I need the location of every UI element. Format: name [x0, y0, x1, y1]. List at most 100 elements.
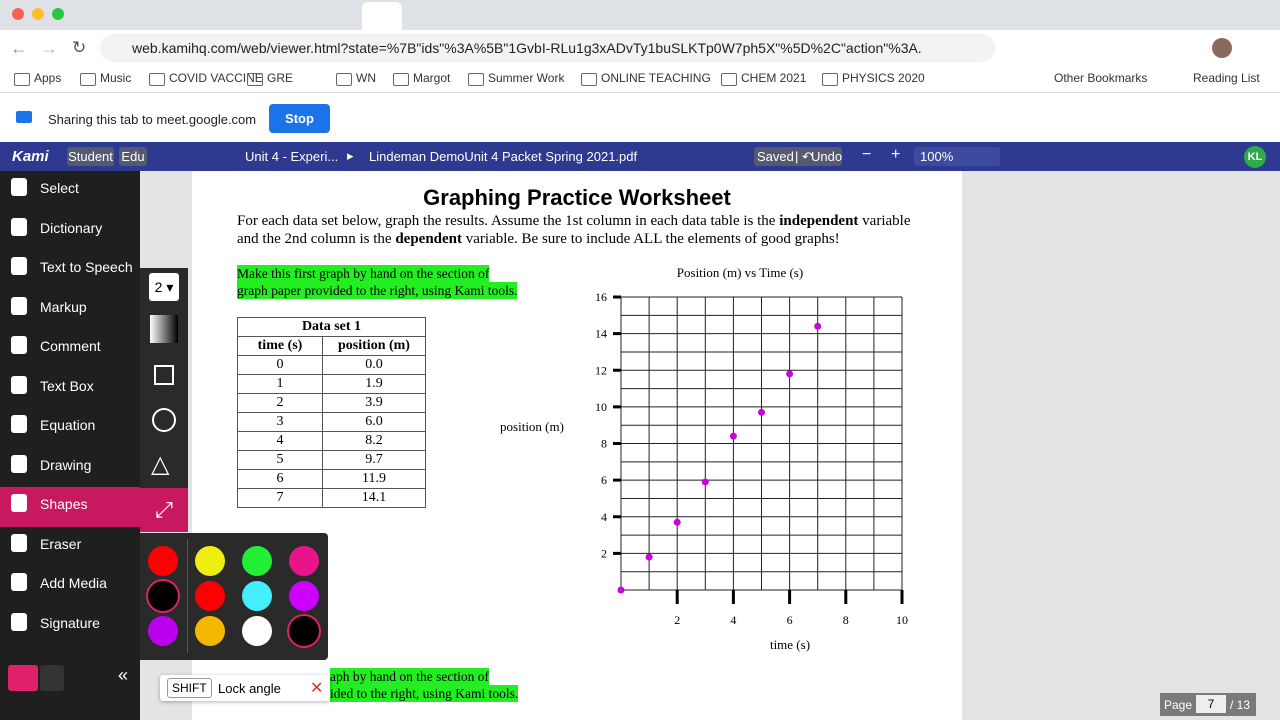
active-tab[interactable] [362, 2, 402, 30]
bookmark[interactable]: Other Bookmarks [1054, 71, 1148, 85]
profile[interactable] [1212, 38, 1232, 58]
intro-text: dependent [395, 231, 462, 247]
opacity-control[interactable] [150, 315, 178, 343]
color-swatch[interactable] [195, 546, 225, 576]
instruction: ided to the right, using Kami tools. [330, 685, 519, 702]
rectangle-tool[interactable] [154, 365, 174, 385]
color-swatch[interactable] [242, 581, 272, 611]
table-cell: 3 [237, 412, 323, 432]
y-tick-label: 8 [601, 437, 607, 451]
tool[interactable]: Comment [40, 338, 101, 354]
bookmark[interactable]: Apps [34, 71, 62, 85]
color-swatch[interactable] [289, 581, 319, 611]
omnibox[interactable] [100, 34, 995, 62]
bookmark-icon [247, 73, 263, 86]
y-tick-label: 6 [601, 473, 607, 487]
tool[interactable]: Dictionary [40, 219, 103, 236]
color-swatch[interactable] [242, 546, 272, 576]
zoom-in[interactable]: + [891, 146, 901, 163]
view-toggle[interactable] [8, 665, 38, 691]
page-label: Page [1164, 698, 1193, 712]
zoom-out[interactable]: − [862, 146, 872, 163]
tool-sidebar: « Select Dictionary Text to Speech Markup Co… [0, 171, 140, 720]
tool[interactable]: Drawing [40, 456, 92, 473]
bookmark[interactable]: ONLINE TEACHING [601, 71, 711, 85]
table-cell: 0.0 [322, 355, 426, 375]
minimize-window[interactable] [32, 8, 44, 20]
bookmark[interactable]: Margot [413, 71, 451, 85]
stop-button[interactable]: Stop [269, 104, 330, 133]
bookmark[interactable]: CHEM 2021 [741, 71, 807, 85]
line-tool[interactable]: ⤢ [140, 488, 188, 532]
tool[interactable]: Eraser [40, 535, 82, 552]
table-cell: 0 [237, 355, 323, 375]
forward-button[interactable]: → [40, 38, 58, 58]
shortcut-key: SHIFT [167, 678, 212, 698]
intro-text: For each data set below, graph the resul… [237, 213, 780, 229]
bookmark-icon [336, 73, 352, 86]
tool[interactable]: Add Media [40, 575, 107, 591]
color-swatch[interactable] [289, 616, 319, 646]
table-cell: 8.2 [322, 431, 426, 451]
tool[interactable]: Select [40, 180, 79, 196]
color-swatch[interactable] [148, 546, 178, 576]
color-swatch[interactable] [148, 581, 178, 611]
breadcrumb[interactable]: Unit 4 - Experi... [245, 149, 339, 164]
ellipse-tool[interactable] [152, 408, 176, 432]
url: web.kamihq.com/web/viewer.html?state=%7B… [132, 40, 922, 56]
view-toggle[interactable] [40, 665, 64, 691]
bookmark[interactable]: Music [100, 71, 132, 85]
x-tick-label: 2 [674, 613, 680, 627]
close-window[interactable] [12, 8, 24, 20]
color-swatch[interactable] [195, 616, 225, 646]
page-total: / 13 [1230, 698, 1251, 712]
share-message: Sharing this tab to meet.google.com [48, 112, 257, 127]
bookmark[interactable]: PHYSICS 2020 [842, 71, 925, 85]
x-tick-label: 4 [730, 613, 736, 627]
avatar[interactable]: KL [1244, 146, 1266, 168]
tool[interactable]: Text Box [40, 377, 94, 394]
back-button[interactable]: ← [10, 38, 28, 58]
bookmark[interactable]: Summer Work [488, 71, 565, 85]
tool[interactable]: Text to Speech [40, 259, 133, 275]
close-tooltip[interactable]: ✕ [310, 680, 324, 697]
tool[interactable]: Markup [40, 298, 87, 315]
bookmark[interactable]: WN [356, 71, 376, 85]
tool-icon [11, 573, 27, 591]
maximize-window[interactable] [52, 8, 64, 20]
tool-icon [11, 494, 27, 512]
y-tick-label: 2 [601, 546, 607, 560]
badge: Student [67, 147, 114, 166]
reload-button[interactable]: ↻ [72, 38, 87, 57]
bookmark-icon [80, 73, 96, 86]
bookmark[interactable]: COVID VACCINE [169, 71, 263, 85]
color-swatch[interactable] [195, 581, 225, 611]
triangle-tool[interactable]: △ [151, 451, 170, 478]
tool[interactable]: Signature [40, 614, 100, 631]
color-swatch[interactable] [289, 546, 319, 576]
tool-icon [11, 178, 27, 196]
tool[interactable]: Shapes [40, 496, 88, 512]
table-header: position (m) [322, 336, 426, 356]
undo-button[interactable]: Undo [811, 149, 843, 164]
graph: Position (m) vs Time (s) position (m) ti… [500, 265, 908, 652]
table-cell: 14.1 [322, 488, 426, 508]
color-swatch[interactable] [148, 616, 178, 646]
color-swatch[interactable] [242, 616, 272, 646]
data-point [617, 586, 625, 594]
bookmark-icon [822, 73, 838, 86]
stroke-width[interactable]: 2 ▾ [149, 273, 179, 301]
tool[interactable]: Equation [40, 417, 96, 433]
x-tick-label: 10 [896, 613, 908, 627]
reading-list[interactable]: Reading List [1193, 71, 1260, 85]
table-row: 0 0.0 [237, 355, 426, 375]
zoom-select[interactable] [914, 147, 1000, 166]
table-row: Data set 1 [237, 317, 426, 337]
kami-toolbar: Kami Unit 4 - Experi... ▸ Lindeman DemoU… [0, 142, 1280, 171]
bookmarks-bar: Other Bookmarks Reading List Apps Music CO… [0, 66, 1280, 93]
collapse-button[interactable]: « [118, 665, 129, 685]
document-title: Graphing Practice Worksheet [423, 185, 731, 210]
page-input[interactable]: 7 [1196, 695, 1226, 713]
table-row: 5 9.7 [237, 450, 426, 470]
bookmark[interactable]: GRE [267, 71, 294, 85]
